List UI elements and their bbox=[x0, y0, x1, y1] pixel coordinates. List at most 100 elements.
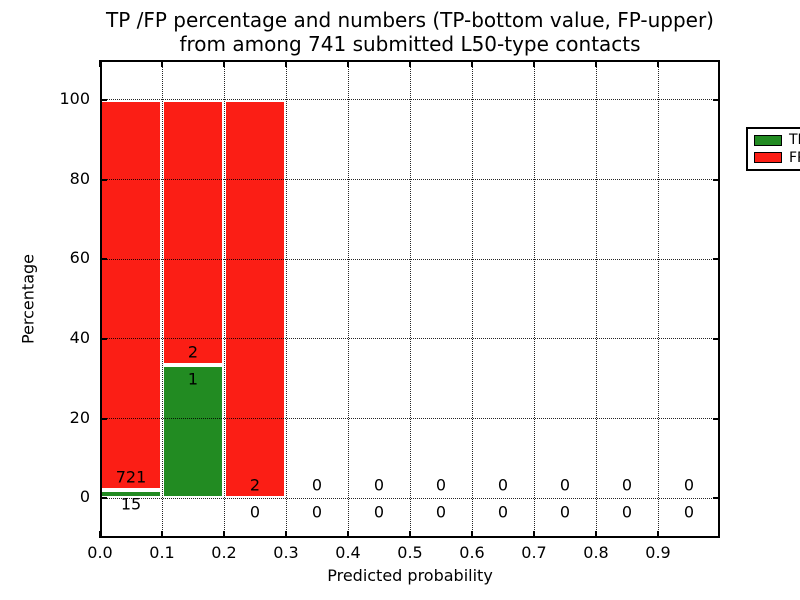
y-tick-mark-right bbox=[713, 497, 720, 500]
x-tick-label: 0.7 bbox=[521, 543, 547, 562]
tp-swatch-icon bbox=[754, 134, 782, 146]
gridline-horizontal bbox=[100, 338, 720, 340]
y-tick-mark-right bbox=[713, 178, 720, 181]
fp-count-label: 0 bbox=[435, 475, 447, 495]
tp-count-label: 0 bbox=[373, 502, 385, 522]
x-tick-mark-top bbox=[223, 60, 225, 67]
plot-area: TP FP 721 15 2 1 2 0 0 0 0 0 0 0 0 0 0 0 0 0 0 0 bbox=[99, 60, 800, 538]
legend-item-fp: FP bbox=[748, 151, 800, 165]
bar-fp-segment bbox=[100, 99, 162, 491]
gridline-vertical bbox=[595, 60, 597, 538]
gridline-horizontal bbox=[100, 497, 720, 499]
x-tick-mark bbox=[99, 531, 101, 538]
gridline-vertical bbox=[347, 60, 349, 538]
y-tick-label: 20 bbox=[69, 407, 90, 427]
y-tick-label: 60 bbox=[69, 248, 90, 268]
fp-count-label: 721 bbox=[115, 467, 147, 487]
gridline-horizontal bbox=[100, 258, 720, 260]
tp-count-label: 0 bbox=[249, 502, 261, 522]
tp-count-label: 0 bbox=[497, 502, 509, 522]
fp-count-label: 2 bbox=[187, 342, 199, 362]
fp-count-label: 0 bbox=[621, 475, 633, 495]
x-tick-label: 0.1 bbox=[149, 543, 175, 562]
tp-count-label: 0 bbox=[559, 502, 571, 522]
x-tick-mark bbox=[409, 531, 411, 538]
y-axis-label: Percentage bbox=[18, 253, 38, 345]
x-tick-mark-top bbox=[161, 60, 163, 67]
x-tick-mark bbox=[347, 531, 349, 538]
x-tick-mark-top bbox=[471, 60, 473, 67]
y-tick-mark bbox=[100, 497, 107, 500]
fp-count-label: 2 bbox=[249, 475, 261, 495]
x-tick-mark-top bbox=[657, 60, 659, 67]
chart-title: TP /FP percentage and numbers (TP-bottom… bbox=[30, 8, 790, 56]
y-tick-label: 100 bbox=[59, 88, 90, 108]
x-tick-mark bbox=[471, 531, 473, 538]
y-tick-mark-right bbox=[713, 258, 720, 261]
fp-count-label: 0 bbox=[559, 475, 571, 495]
gridline-vertical bbox=[223, 60, 225, 538]
x-tick-mark-top bbox=[285, 60, 287, 67]
y-tick-mark-right bbox=[713, 98, 720, 101]
bar-fp-segment bbox=[162, 99, 224, 366]
x-tick-mark-top bbox=[595, 60, 597, 67]
chart-title-line2: from among 741 submitted L50-type contac… bbox=[179, 32, 641, 56]
x-tick-mark-top bbox=[533, 60, 535, 67]
y-tick-mark bbox=[100, 337, 107, 340]
x-tick-mark bbox=[161, 531, 163, 538]
y-tick-mark bbox=[100, 178, 107, 181]
x-axis-label: Predicted probability bbox=[327, 566, 493, 585]
gridline-horizontal bbox=[100, 179, 720, 180]
y-tick-mark bbox=[100, 258, 107, 261]
fp-count-label: 0 bbox=[373, 475, 385, 495]
y-tick-label: 80 bbox=[69, 168, 90, 188]
y-tick-mark-right bbox=[713, 337, 720, 340]
tp-count-label: 0 bbox=[621, 502, 633, 522]
x-tick-label: 0.8 bbox=[583, 543, 609, 562]
gridline-vertical bbox=[161, 60, 163, 538]
x-tick-mark-top bbox=[99, 60, 101, 67]
bar-tp-segment bbox=[162, 365, 224, 499]
tp-count-label: 1 bbox=[187, 369, 199, 389]
y-tick-label: 40 bbox=[69, 327, 90, 347]
gridline-vertical bbox=[409, 60, 411, 538]
x-tick-mark bbox=[285, 531, 287, 538]
x-tick-mark-top bbox=[347, 60, 349, 67]
legend: TP FP bbox=[746, 127, 800, 171]
fp-swatch-icon bbox=[754, 152, 782, 164]
x-tick-label: 0.9 bbox=[645, 543, 671, 562]
x-tick-mark bbox=[657, 531, 659, 538]
x-tick-label: 0.3 bbox=[273, 543, 299, 562]
gridline-vertical bbox=[285, 60, 287, 538]
fp-count-label: 0 bbox=[683, 475, 695, 495]
gridline-vertical bbox=[533, 60, 535, 538]
legend-label-fp: FP bbox=[789, 149, 800, 166]
tp-count-label: 15 bbox=[120, 494, 142, 514]
x-tick-mark bbox=[595, 531, 597, 538]
gridline-horizontal bbox=[100, 418, 720, 419]
fp-count-label: 0 bbox=[497, 475, 509, 495]
fp-count-label: 0 bbox=[311, 475, 323, 495]
tp-count-label: 0 bbox=[311, 502, 323, 522]
chart-title-line1: TP /FP percentage and numbers (TP-bottom… bbox=[106, 8, 714, 32]
legend-item-tp: TP bbox=[748, 133, 800, 147]
x-tick-mark bbox=[533, 531, 535, 538]
tp-count-label: 0 bbox=[683, 502, 695, 522]
x-tick-mark-top bbox=[409, 60, 411, 67]
x-tick-label: 0.2 bbox=[211, 543, 237, 562]
y-tick-mark bbox=[100, 417, 107, 420]
x-tick-label: 0.5 bbox=[397, 543, 423, 562]
x-tick-label: 0.4 bbox=[335, 543, 361, 562]
gridline-vertical bbox=[471, 60, 473, 538]
bar-fp-segment bbox=[224, 99, 286, 499]
y-tick-mark-right bbox=[713, 417, 720, 420]
x-tick-label: 0.6 bbox=[459, 543, 485, 562]
x-tick-label: 0.0 bbox=[87, 543, 113, 562]
legend-label-tp: TP bbox=[789, 132, 800, 149]
y-tick-mark bbox=[100, 98, 107, 101]
gridline-horizontal bbox=[100, 99, 720, 101]
tp-count-label: 0 bbox=[435, 502, 447, 522]
gridline-vertical bbox=[657, 60, 659, 538]
y-tick-label: 0 bbox=[79, 487, 90, 507]
